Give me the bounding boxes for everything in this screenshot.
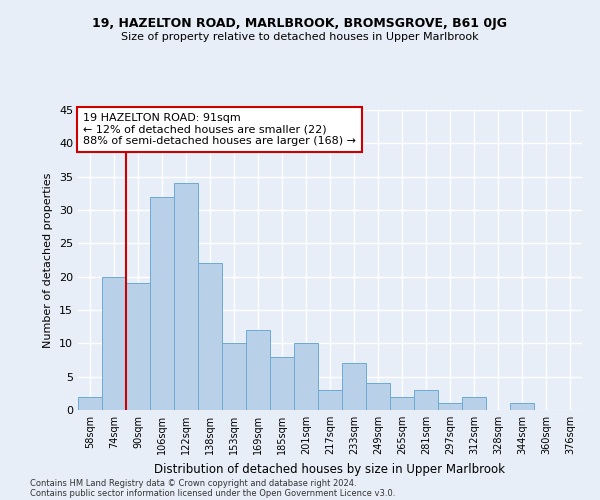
Bar xyxy=(150,196,174,410)
Text: Size of property relative to detached houses in Upper Marlbrook: Size of property relative to detached ho… xyxy=(121,32,479,42)
Bar xyxy=(126,284,150,410)
Bar xyxy=(174,184,198,410)
Text: Contains public sector information licensed under the Open Government Licence v3: Contains public sector information licen… xyxy=(30,488,395,498)
Bar xyxy=(246,330,270,410)
Bar xyxy=(342,364,366,410)
Text: 19 HAZELTON ROAD: 91sqm
← 12% of detached houses are smaller (22)
88% of semi-de: 19 HAZELTON ROAD: 91sqm ← 12% of detache… xyxy=(83,113,356,146)
Bar xyxy=(462,396,486,410)
Text: 19, HAZELTON ROAD, MARLBROOK, BROMSGROVE, B61 0JG: 19, HAZELTON ROAD, MARLBROOK, BROMSGROVE… xyxy=(92,18,508,30)
Bar xyxy=(414,390,438,410)
Bar xyxy=(222,344,246,410)
Bar xyxy=(510,404,534,410)
Bar xyxy=(78,396,102,410)
X-axis label: Distribution of detached houses by size in Upper Marlbrook: Distribution of detached houses by size … xyxy=(155,462,505,475)
Bar xyxy=(366,384,390,410)
Text: Contains HM Land Registry data © Crown copyright and database right 2024.: Contains HM Land Registry data © Crown c… xyxy=(30,478,356,488)
Y-axis label: Number of detached properties: Number of detached properties xyxy=(43,172,53,348)
Bar xyxy=(294,344,318,410)
Bar xyxy=(390,396,414,410)
Bar xyxy=(198,264,222,410)
Bar xyxy=(318,390,342,410)
Bar xyxy=(438,404,462,410)
Bar xyxy=(102,276,126,410)
Bar xyxy=(270,356,294,410)
